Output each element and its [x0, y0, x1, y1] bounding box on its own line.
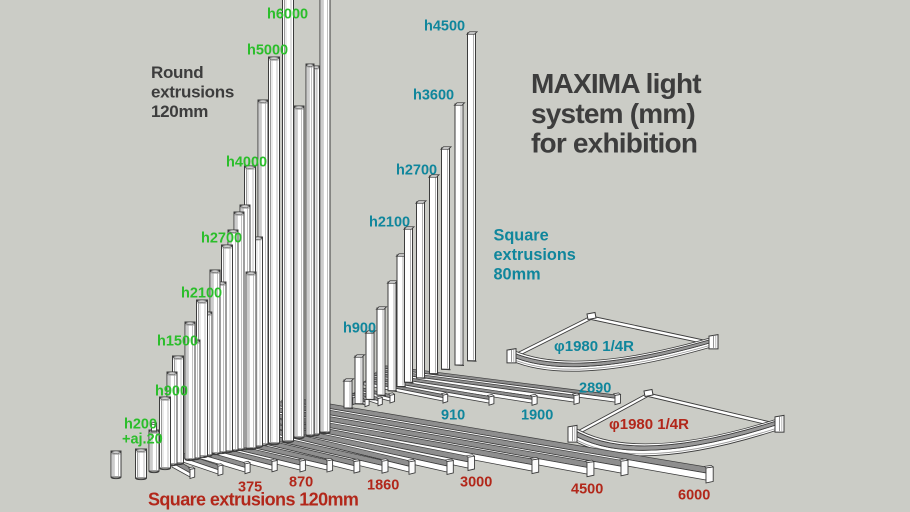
svg-text:910: 910 — [441, 408, 465, 424]
svg-text:h900: h900 — [155, 384, 188, 400]
svg-text:h1500: h1500 — [157, 334, 198, 350]
svg-text:1860: 1860 — [367, 478, 399, 494]
svg-text:φ1980 1/4R: φ1980 1/4R — [609, 416, 689, 433]
svg-text:80mm: 80mm — [494, 266, 541, 284]
svg-text:h900: h900 — [343, 321, 376, 337]
svg-text:h3600: h3600 — [413, 88, 454, 104]
svg-text:h2100: h2100 — [369, 215, 410, 231]
svg-text:h5000: h5000 — [247, 43, 288, 59]
svg-text:6000: 6000 — [678, 488, 710, 504]
svg-text:Round: Round — [151, 63, 203, 82]
svg-text:h2100: h2100 — [181, 286, 222, 302]
svg-text:3000: 3000 — [460, 475, 492, 491]
svg-text:Square: Square — [494, 227, 549, 245]
svg-text:system (mm): system (mm) — [531, 98, 695, 129]
svg-text:extrusions: extrusions — [151, 83, 234, 102]
svg-text:for exhibition: for exhibition — [531, 128, 697, 159]
svg-text:4500: 4500 — [571, 482, 603, 498]
svg-text:+aj.20: +aj.20 — [122, 432, 163, 448]
svg-text:h2700: h2700 — [201, 231, 242, 247]
svg-text:2890: 2890 — [579, 381, 611, 397]
svg-text:h4500: h4500 — [424, 19, 465, 35]
svg-text:Square extrusions 120mm: Square extrusions 120mm — [148, 490, 358, 510]
svg-text:h2700: h2700 — [396, 163, 437, 179]
svg-text:h4000: h4000 — [226, 155, 267, 171]
svg-text:120mm: 120mm — [151, 102, 208, 121]
svg-text:375: 375 — [238, 480, 262, 496]
svg-text:φ1980 1/4R: φ1980 1/4R — [554, 338, 634, 355]
svg-text:extrusions: extrusions — [494, 246, 576, 264]
svg-text:870: 870 — [289, 475, 313, 491]
svg-text:h6000: h6000 — [267, 7, 308, 23]
svg-text:1900: 1900 — [521, 408, 553, 424]
svg-text:h200: h200 — [124, 417, 157, 433]
svg-text:MAXIMA light: MAXIMA light — [531, 68, 701, 99]
